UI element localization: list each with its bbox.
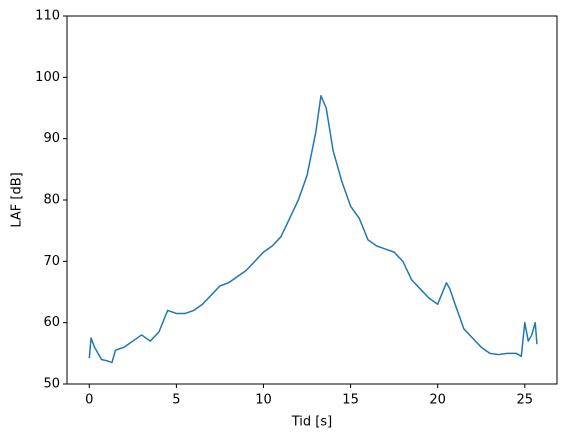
y-tick-label: 80 bbox=[43, 193, 60, 208]
y-tick-label: 110 bbox=[35, 9, 60, 24]
y-tick-label: 70 bbox=[43, 254, 60, 269]
axes-frame bbox=[66, 15, 558, 385]
y-axis-label: LAF [dB] bbox=[10, 172, 25, 227]
y-tick-label: 100 bbox=[35, 70, 60, 85]
y-tick-label: 50 bbox=[43, 377, 60, 392]
x-tick-label: 5 bbox=[172, 393, 180, 408]
x-tick-label: 10 bbox=[255, 393, 272, 408]
x-tick-label: 25 bbox=[517, 393, 534, 408]
x-tick-label: 0 bbox=[85, 393, 93, 408]
y-tick-label: 60 bbox=[43, 315, 60, 330]
x-axis-label: Tid [s] bbox=[291, 415, 332, 430]
x-tick-label: 15 bbox=[342, 393, 359, 408]
y-tick-label: 90 bbox=[43, 131, 60, 146]
data-line bbox=[88, 94, 538, 364]
x-tick-label: 20 bbox=[429, 393, 446, 408]
